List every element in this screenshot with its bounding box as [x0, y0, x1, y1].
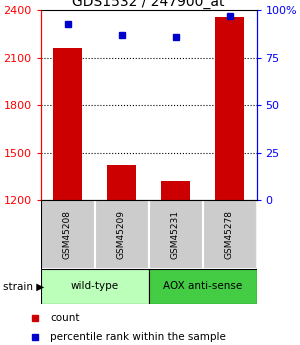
Bar [40, 269, 148, 304]
Bar [94, 200, 148, 269]
Text: count: count [50, 313, 80, 323]
Title: GDS1532 / 247900_at: GDS1532 / 247900_at [72, 0, 225, 9]
Bar [202, 200, 256, 269]
Bar [40, 200, 94, 269]
Bar [215, 17, 244, 200]
Text: GSM45231: GSM45231 [171, 210, 180, 259]
Text: wild-type: wild-type [70, 282, 118, 291]
Text: GSM45208: GSM45208 [63, 210, 72, 259]
Text: GSM45209: GSM45209 [117, 210, 126, 259]
Bar [148, 200, 202, 269]
Bar [148, 269, 256, 304]
Text: percentile rank within the sample: percentile rank within the sample [50, 332, 226, 342]
Bar [53, 48, 82, 200]
Text: GSM45278: GSM45278 [225, 210, 234, 259]
Text: AOX anti-sense: AOX anti-sense [163, 282, 242, 291]
Bar [107, 165, 136, 200]
Text: strain ▶: strain ▶ [3, 282, 44, 291]
Bar [161, 181, 190, 200]
